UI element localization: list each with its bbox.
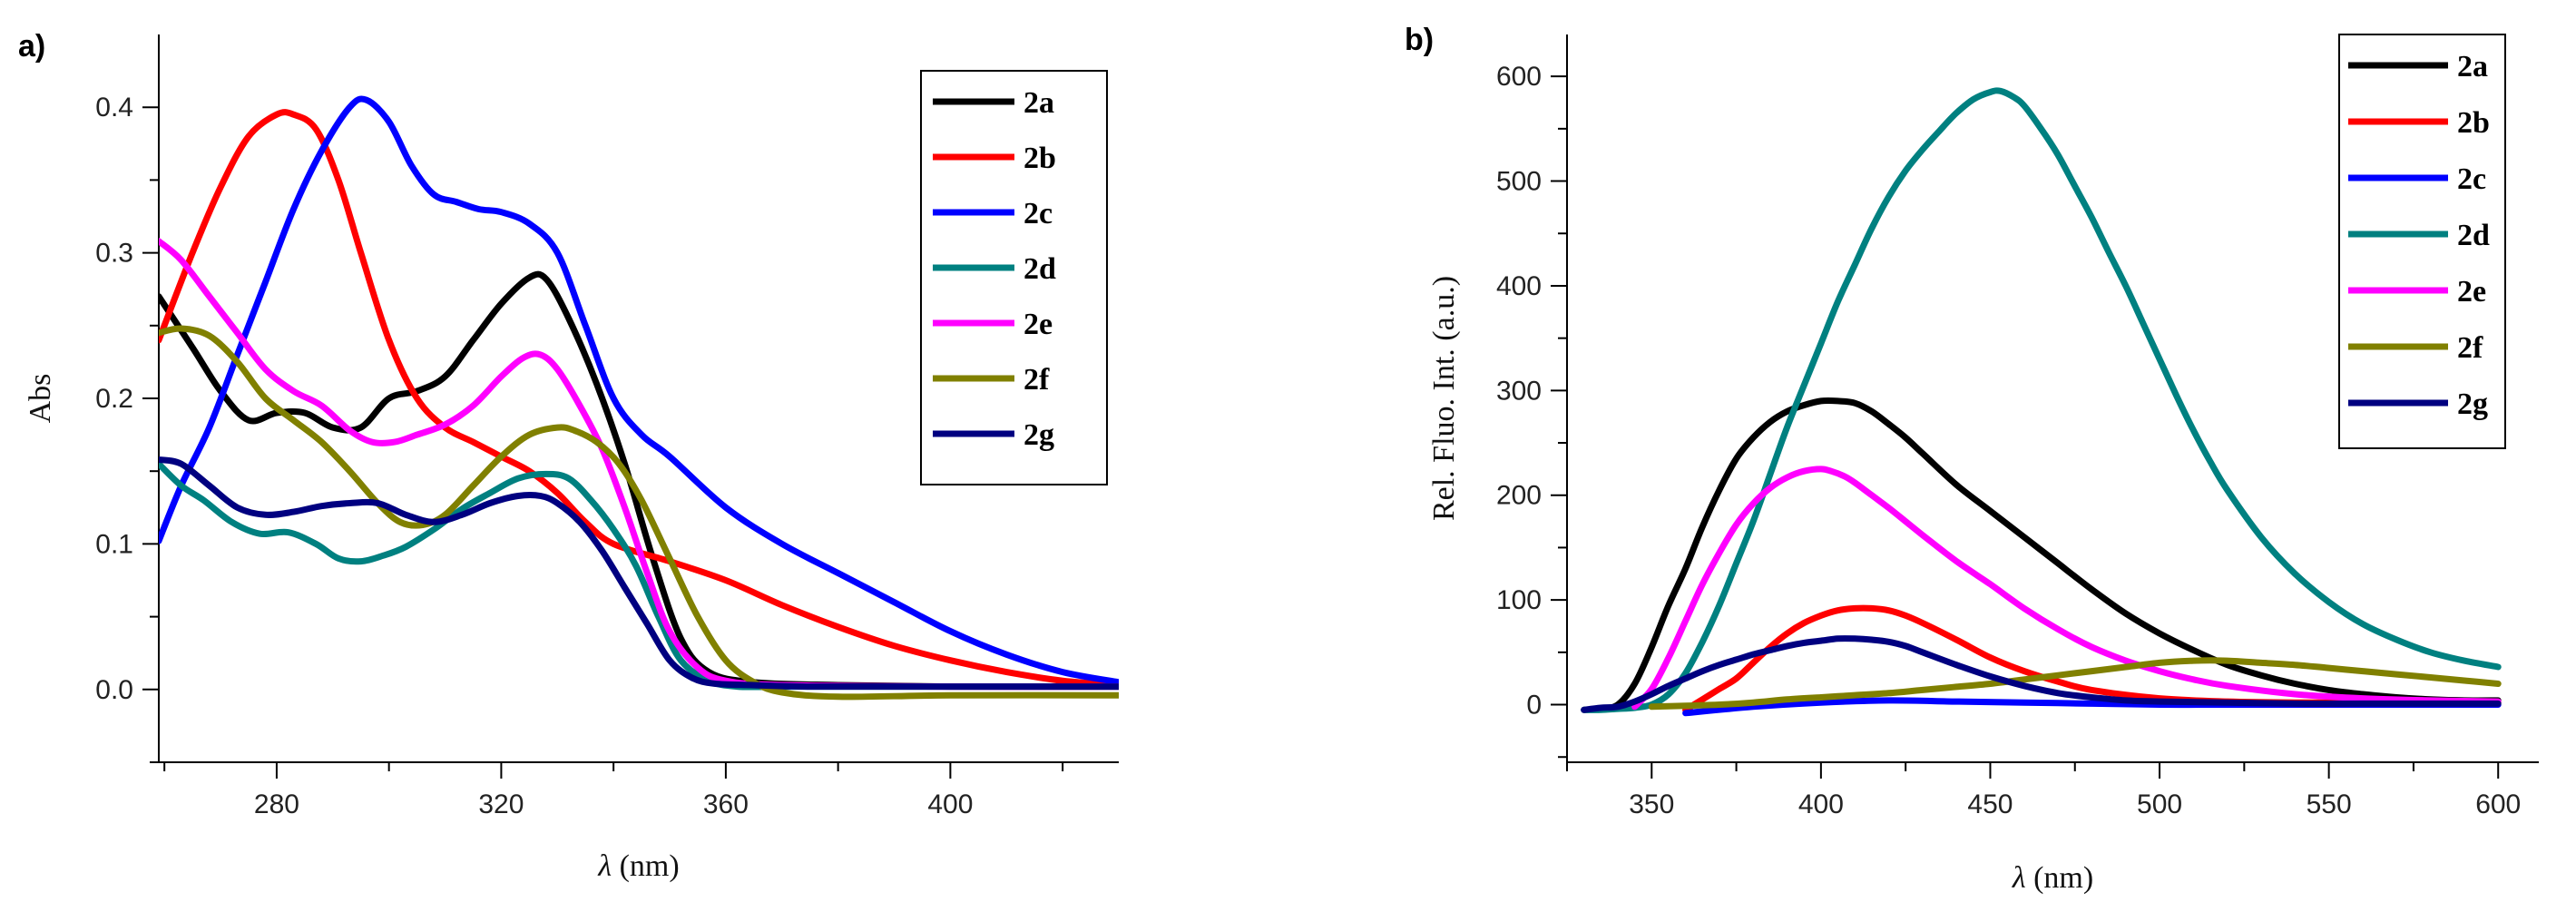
- panel-b-legend-label-2c: 2c: [2457, 162, 2486, 196]
- panel-a-x-tick-label: 320: [478, 789, 524, 819]
- panel-a-label: a): [18, 29, 45, 64]
- panel-b-legend-label-2f: 2f: [2457, 331, 2483, 365]
- panel-a-y-tick-label: 0.1: [95, 529, 133, 559]
- panel-b-legend-label-2g: 2g: [2457, 387, 2488, 421]
- panel-b-y-tick-label: 500: [1496, 167, 1542, 197]
- panel-a-series-group: [159, 95, 1119, 701]
- panel-b-y-axis-title: Rel. Fluo. Int. (a.u.): [1427, 276, 1461, 521]
- panel-a-legend: 2a 2b 2c 2d 2e 2f 2g: [920, 70, 1108, 485]
- panel-a-legend-label-2c: 2c: [1024, 197, 1053, 230]
- panel-a-x-axis-title: λ (nm): [597, 849, 679, 883]
- panel-b-series-2d: [1581, 87, 2502, 713]
- panel-b-series-group: [1581, 87, 2502, 717]
- panel-a-legend-box: [920, 70, 1108, 485]
- panel-b-legend-label-2b: 2b: [2457, 106, 2490, 140]
- panel-a-legend-label-2g: 2g: [1024, 418, 1054, 452]
- panel-a-y-tick-label: 0.0: [95, 675, 133, 705]
- panel-b-legend-label-2a: 2a: [2457, 50, 2488, 83]
- panel-a-x-axis-symbol: λ: [597, 849, 619, 883]
- panel-b-series-2f: [1648, 657, 2502, 711]
- panel-b-label: b): [1405, 23, 1434, 57]
- panel-a-series-2c: [159, 95, 1119, 686]
- panel-b-legend: 2a 2b 2c 2d 2e 2f 2g: [2338, 34, 2506, 449]
- panel-a-legend-label-2f: 2f: [1024, 363, 1050, 397]
- panel-b-chart: b) 350 400 450 500 550 600 0 100 200 300 400 500 600 R…: [1405, 23, 2539, 895]
- panel-b-series-2e: [1631, 466, 2502, 711]
- panel-b-y-tick-label: 600: [1496, 62, 1542, 92]
- panel-b-series-2g: [1581, 635, 2502, 713]
- panel-b-x-axis-unit: (nm): [2033, 861, 2093, 895]
- panel-b-x-tick-label: 400: [1798, 789, 1844, 819]
- panel-b-x-tick-label: 550: [2307, 789, 2352, 819]
- panel-a-chart: a) 280 320 360 400 0.0 0.1 0.2 0.3 0.4 Abs λ (nm) 2a…: [18, 29, 1119, 883]
- panel-a-series-2e: [159, 238, 1119, 691]
- panel-a-y-axis-title: Abs: [24, 374, 57, 424]
- panel-b-y-tick-label: 400: [1496, 271, 1542, 301]
- panel-b-y-tick-label: 100: [1496, 585, 1542, 615]
- panel-b-x-tick-label: 350: [1629, 789, 1674, 819]
- panel-b-x-tick-label: 600: [2475, 789, 2521, 819]
- panel-b-y-tick-label: 200: [1496, 481, 1542, 511]
- panel-a-x-tick-label: 360: [703, 789, 749, 819]
- panel-a-x-tick-label: 280: [254, 789, 299, 819]
- panel-a-series-2g: [159, 456, 1119, 691]
- panel-b-series-2a: [1581, 397, 2502, 713]
- panel-a-y-tick-label: 0.2: [95, 384, 133, 414]
- panel-b-legend-label-2d: 2d: [2457, 219, 2490, 252]
- panel-b-legend-box: [2338, 34, 2506, 449]
- panel-a-series-2b: [159, 109, 1119, 689]
- panel-a-legend-label-2d: 2d: [1024, 252, 1056, 286]
- panel-b-legend-label-2e: 2e: [2457, 275, 2486, 309]
- panel-a-y-tick-label: 0.4: [95, 93, 133, 123]
- panel-b-x-tick-label: 500: [2137, 789, 2182, 819]
- panel-a-legend-label-2b: 2b: [1024, 142, 1056, 175]
- panel-a-legend-label-2e: 2e: [1024, 308, 1053, 341]
- panel-b-y-tick-label: 0: [1526, 691, 1542, 721]
- panel-a-x-axis-unit: (nm): [620, 849, 680, 883]
- panel-b-x-axis-symbol: λ: [2012, 861, 2033, 895]
- panel-a-y-tick-label: 0.3: [95, 239, 133, 269]
- panel-a-x-tick-label: 400: [927, 789, 973, 819]
- panel-b-x-tick-label: 450: [1967, 789, 2013, 819]
- panel-a-legend-label-2a: 2a: [1024, 86, 1054, 120]
- panel-b-y-tick-label: 300: [1496, 376, 1542, 406]
- panel-b-x-axis-title: λ (nm): [2012, 861, 2093, 895]
